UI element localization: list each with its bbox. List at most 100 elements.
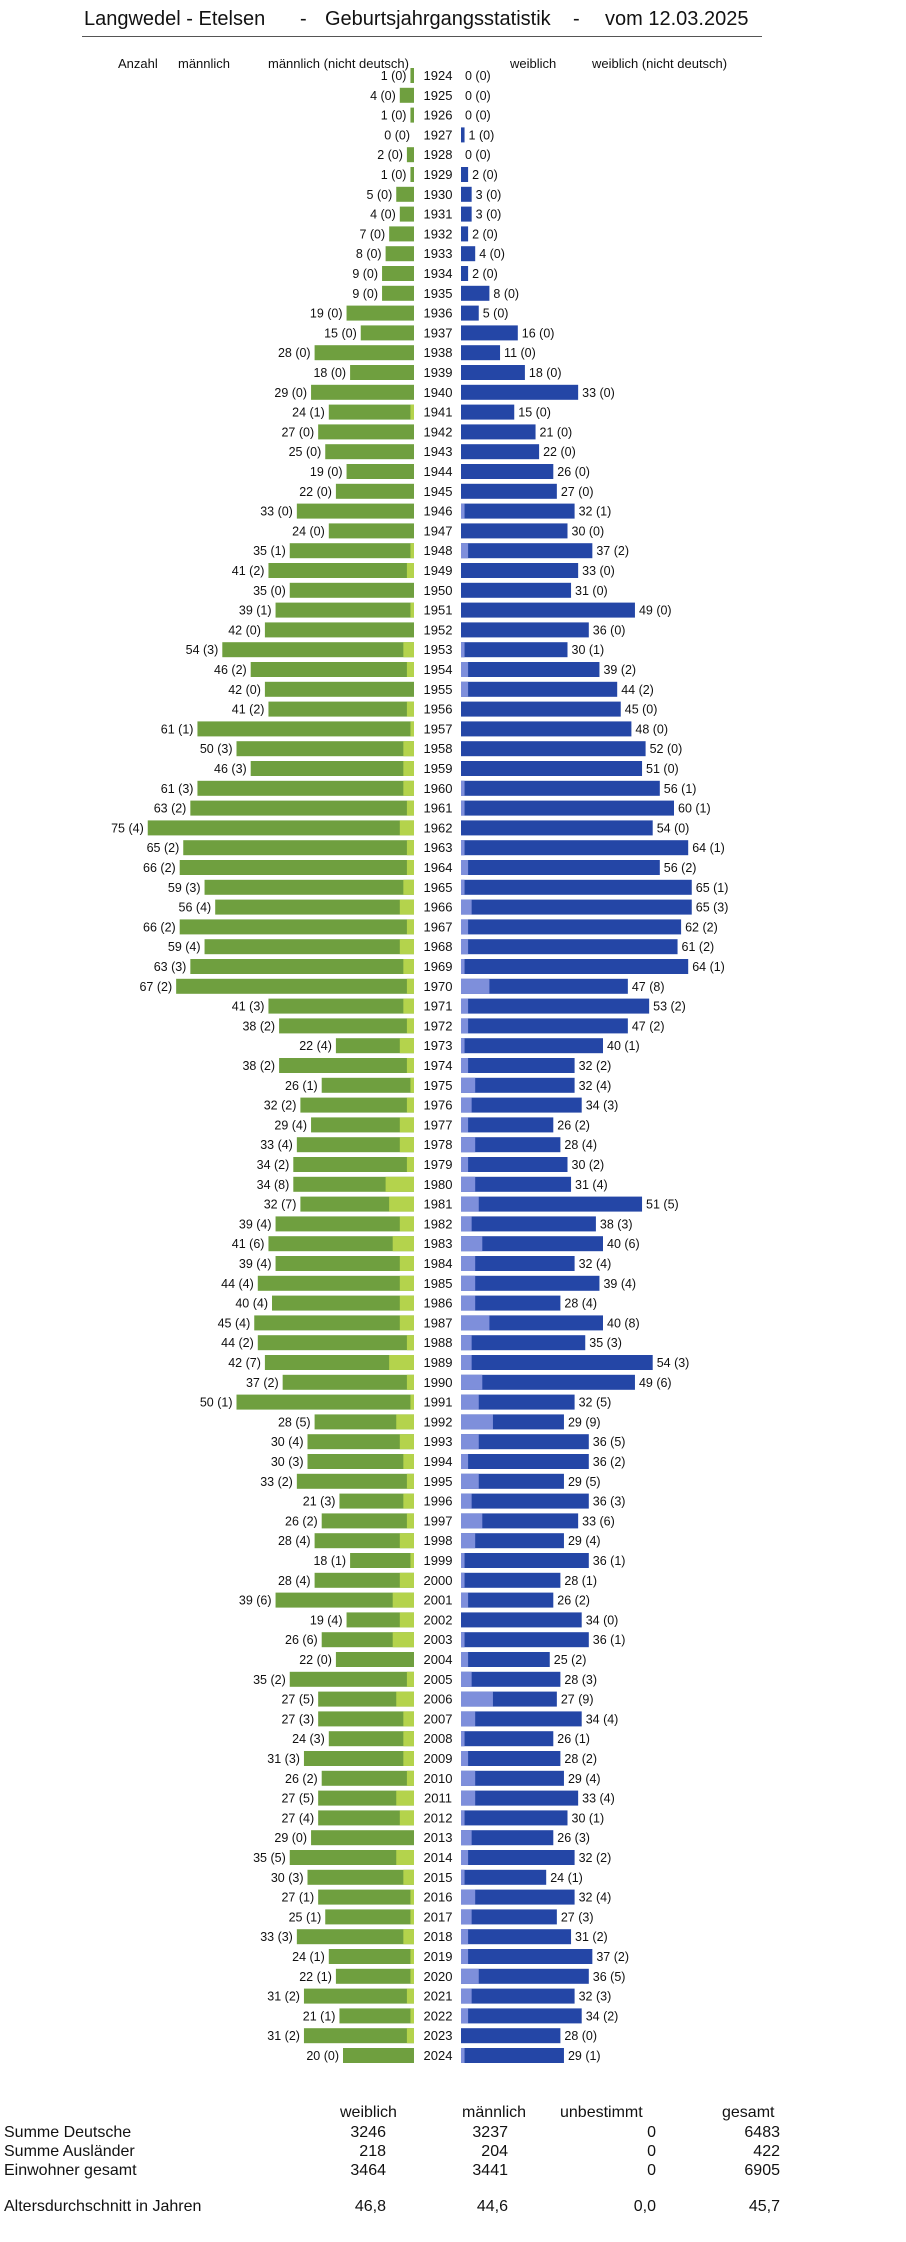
bar-left xyxy=(289,543,414,559)
bar-right-foreign xyxy=(461,1196,479,1212)
bar-left xyxy=(275,602,414,618)
data-label-left: 29 (0) xyxy=(274,1831,307,1845)
data-label-right: 33 (4) xyxy=(582,1792,615,1806)
data-label-right: 34 (3) xyxy=(586,1099,619,1113)
year-label: 1964 xyxy=(424,860,453,875)
data-label-right: 24 (1) xyxy=(550,1871,583,1885)
year-label: 1988 xyxy=(424,1335,453,1350)
year-label: 1938 xyxy=(424,345,453,360)
bar-left-foreign xyxy=(410,1909,414,1925)
summary-row-value: 3464 xyxy=(350,2162,386,2179)
bar-left xyxy=(346,464,414,479)
year-label: 1998 xyxy=(424,1533,453,1548)
data-label-right: 54 (0) xyxy=(657,821,690,835)
bar-right xyxy=(461,1632,589,1648)
bar-right-foreign xyxy=(461,1968,479,1984)
data-label-right: 32 (3) xyxy=(579,1990,612,2004)
bar-left xyxy=(325,444,414,460)
bar-left xyxy=(343,2048,414,2063)
bar-right xyxy=(461,365,525,380)
bar-right xyxy=(461,345,501,361)
year-label: 1971 xyxy=(424,999,453,1014)
data-label-right: 30 (1) xyxy=(572,643,605,657)
bar-left xyxy=(303,1751,414,1766)
year-label: 2000 xyxy=(424,1573,453,1588)
bar-left-foreign xyxy=(406,800,414,816)
data-label-right: 36 (1) xyxy=(593,1554,626,1568)
data-label-left: 61 (1) xyxy=(161,722,194,736)
data-label-right: 52 (0) xyxy=(650,742,683,756)
data-label-right: 47 (2) xyxy=(632,1019,665,1033)
data-label-left: 50 (3) xyxy=(200,742,233,756)
data-label-left: 33 (2) xyxy=(260,1475,293,1489)
data-label-right: 32 (1) xyxy=(579,505,612,519)
data-label-right: 33 (0) xyxy=(582,386,615,400)
bar-right xyxy=(461,1553,589,1568)
data-label-right: 29 (4) xyxy=(568,1772,601,1786)
bar-left xyxy=(382,285,414,301)
bar-left xyxy=(293,1176,414,1192)
bar-left-foreign xyxy=(396,1414,414,1430)
data-label-left: 25 (1) xyxy=(289,1910,322,1924)
bar-right-foreign xyxy=(461,978,490,994)
data-label-right: 31 (4) xyxy=(575,1178,608,1192)
data-label-left: 28 (5) xyxy=(278,1415,311,1429)
header-date: vom 12.03.2025 xyxy=(605,8,749,30)
page-title: Geburtsjahrgangsstatistik xyxy=(325,8,551,30)
data-label-left: 21 (1) xyxy=(303,2009,336,2023)
bar-right-foreign xyxy=(461,879,465,895)
bar-left xyxy=(314,1572,414,1588)
bar-right xyxy=(461,206,472,222)
avg-age-label: Altersdurchschnitt in Jahren xyxy=(4,2198,202,2215)
bar-right-foreign xyxy=(461,1691,493,1707)
data-label-left: 24 (0) xyxy=(292,524,325,538)
year-label: 1940 xyxy=(424,385,453,400)
bar-right xyxy=(461,1295,561,1311)
bar-left xyxy=(268,701,414,717)
bar-left xyxy=(321,1632,414,1648)
bar-left-foreign xyxy=(392,1236,414,1252)
bar-left-foreign xyxy=(406,860,414,875)
bar-left-foreign xyxy=(403,741,414,757)
year-label: 2023 xyxy=(424,2028,453,2043)
summary-row-value: 0 xyxy=(647,2124,656,2141)
year-label: 1936 xyxy=(424,306,453,321)
colhdr-weiblich-nd: weiblich (nicht deutsch) xyxy=(592,56,728,71)
data-label-left: 42 (0) xyxy=(228,683,261,697)
data-label-right: 35 (3) xyxy=(589,1336,622,1350)
bar-left xyxy=(311,384,414,400)
data-label-right: 60 (1) xyxy=(678,802,711,816)
bar-left xyxy=(147,820,414,836)
bar-left-foreign xyxy=(403,780,414,796)
data-label-left: 4 (0) xyxy=(370,89,396,103)
year-label: 1950 xyxy=(424,583,453,598)
bar-right xyxy=(461,602,635,618)
bar-right xyxy=(461,1038,603,1054)
data-label-left: 32 (7) xyxy=(264,1198,297,1212)
bar-right xyxy=(461,1572,561,1588)
data-label-left: 27 (4) xyxy=(281,1811,314,1825)
data-label-right: 51 (5) xyxy=(646,1198,679,1212)
bar-left xyxy=(318,1889,414,1905)
data-label-left: 41 (2) xyxy=(232,703,265,717)
bar-right xyxy=(461,1256,575,1271)
bar-left-foreign xyxy=(396,1691,414,1707)
data-label-right: 51 (0) xyxy=(646,762,679,776)
bar-left xyxy=(307,1869,414,1885)
bar-left xyxy=(346,305,414,321)
bar-right-foreign xyxy=(461,1592,469,1608)
bar-left xyxy=(264,681,414,697)
data-label-right: 32 (2) xyxy=(579,1059,612,1073)
data-label-right: 54 (3) xyxy=(657,1356,690,1370)
bar-left xyxy=(190,959,414,974)
bar-right-foreign xyxy=(461,503,465,519)
bar-right-foreign xyxy=(461,1058,469,1073)
bar-left xyxy=(254,1315,414,1331)
bar-left-foreign xyxy=(403,1711,414,1727)
bar-right xyxy=(461,800,674,816)
bar-right xyxy=(461,1117,554,1133)
bar-right xyxy=(461,1355,653,1370)
data-label-left: 41 (6) xyxy=(232,1237,265,1251)
data-label-left: 30 (4) xyxy=(271,1435,304,1449)
bar-left xyxy=(289,1850,414,1865)
